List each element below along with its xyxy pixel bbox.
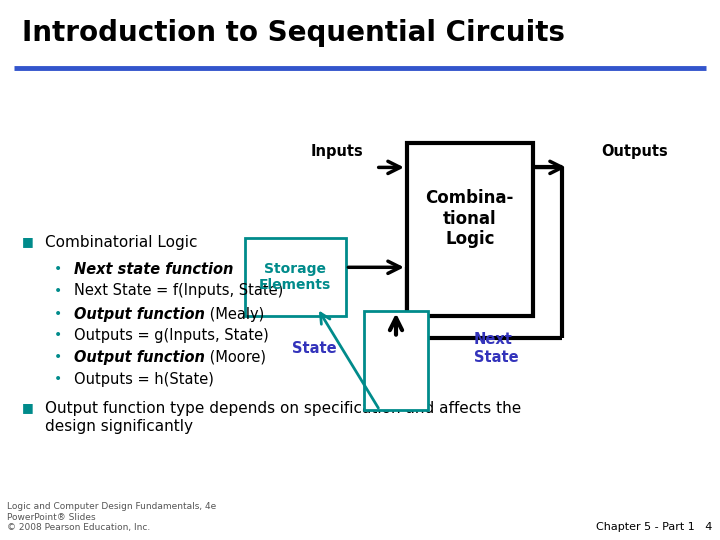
Text: Chapter 5 - Part 1   4: Chapter 5 - Part 1 4 (596, 522, 713, 532)
Text: (Mealy): (Mealy) (205, 307, 264, 322)
Text: •: • (54, 307, 62, 321)
Text: Inputs: Inputs (311, 144, 364, 159)
Text: Combinatorial Logic: Combinatorial Logic (45, 235, 198, 250)
Text: •: • (54, 328, 62, 342)
Text: •: • (54, 262, 62, 276)
Text: Outputs = g(Inputs, State): Outputs = g(Inputs, State) (74, 328, 269, 343)
Text: Outputs = h(State): Outputs = h(State) (74, 372, 214, 387)
Text: Outputs: Outputs (601, 144, 668, 159)
Text: Combina-
tional
Logic: Combina- tional Logic (426, 189, 514, 248)
Text: (Moore): (Moore) (205, 350, 266, 365)
Text: •: • (54, 284, 62, 298)
Text: Logic and Computer Design Fundamentals, 4e
PowerPoint® Slides
© 2008 Pearson Edu: Logic and Computer Design Fundamentals, … (7, 502, 217, 532)
Text: Output function type depends on specification and affects the
design significant: Output function type depends on specific… (45, 401, 521, 434)
FancyBboxPatch shape (245, 238, 346, 316)
Text: Storage
Elements: Storage Elements (259, 262, 331, 292)
Text: Introduction to Sequential Circuits: Introduction to Sequential Circuits (22, 19, 564, 47)
Text: ■: ■ (22, 235, 33, 248)
Text: •: • (54, 372, 62, 386)
Text: Next state function: Next state function (74, 262, 233, 277)
Text: Next State = f(Inputs, State): Next State = f(Inputs, State) (74, 284, 284, 299)
Text: Output function: Output function (74, 350, 205, 365)
FancyBboxPatch shape (364, 310, 428, 410)
Text: State: State (292, 341, 337, 356)
Text: Output function: Output function (74, 307, 205, 322)
Text: •: • (54, 350, 62, 364)
Text: Next
State: Next State (474, 332, 518, 365)
FancyBboxPatch shape (407, 143, 533, 316)
Text: ■: ■ (22, 401, 33, 414)
